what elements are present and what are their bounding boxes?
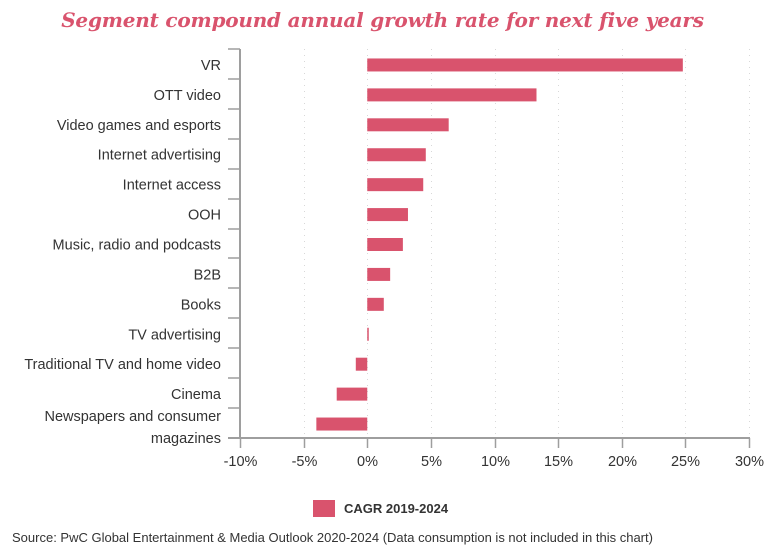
bar bbox=[336, 387, 368, 401]
legend-swatch bbox=[313, 500, 335, 517]
x-tick-label: 30% bbox=[735, 454, 764, 470]
legend-label: CAGR 2019-2024 bbox=[344, 501, 449, 516]
category-label: TV advertising bbox=[128, 327, 221, 343]
category-label: B2B bbox=[194, 267, 221, 283]
bar bbox=[367, 118, 449, 132]
category-label: Traditional TV and home video bbox=[24, 357, 221, 373]
x-tick-label: 0% bbox=[357, 454, 378, 470]
category-label: Video games and esports bbox=[57, 118, 221, 134]
bar bbox=[367, 297, 384, 311]
category-label: Newspapers and consumer bbox=[44, 409, 221, 425]
axes bbox=[228, 48, 751, 448]
bar bbox=[367, 327, 369, 341]
bar bbox=[367, 178, 424, 192]
x-tick-label: 15% bbox=[544, 454, 573, 470]
bars bbox=[316, 58, 683, 431]
x-tick-label: 25% bbox=[671, 454, 700, 470]
bar bbox=[367, 238, 403, 251]
category-label: OOH bbox=[188, 208, 221, 224]
category-label: Books bbox=[181, 297, 221, 313]
gridlines bbox=[304, 49, 750, 438]
category-label: Music, radio and podcasts bbox=[53, 238, 221, 254]
x-tick-label: -10% bbox=[224, 454, 258, 470]
bar bbox=[367, 148, 426, 162]
x-tick-labels: -10% -5% 0% 5% 10% 15% 20% 25% 30% bbox=[224, 454, 765, 470]
category-labels: VR OTT video Video games and esports Intern… bbox=[24, 58, 222, 447]
category-label: Internet access bbox=[123, 178, 221, 194]
x-tick-label: 20% bbox=[608, 454, 637, 470]
category-label: VR bbox=[201, 58, 221, 74]
bar bbox=[355, 357, 368, 371]
bar bbox=[367, 267, 391, 281]
category-label: magazines bbox=[151, 431, 221, 447]
chart-title: Segment compound annual growth rate for … bbox=[61, 8, 704, 32]
source-note: Source: PwC Global Entertainment & Media… bbox=[12, 530, 653, 545]
bar bbox=[367, 88, 537, 102]
x-tick-label: 10% bbox=[481, 454, 510, 470]
category-label: OTT video bbox=[154, 88, 221, 104]
x-tick-label: 5% bbox=[421, 454, 442, 470]
bar bbox=[367, 58, 683, 72]
bar bbox=[367, 208, 408, 222]
legend[interactable]: CAGR 2019-2024 bbox=[313, 500, 448, 517]
bar bbox=[316, 417, 368, 431]
category-label: Cinema bbox=[171, 387, 222, 403]
category-label: Internet advertising bbox=[98, 148, 221, 164]
x-tick-label: -5% bbox=[292, 454, 318, 470]
